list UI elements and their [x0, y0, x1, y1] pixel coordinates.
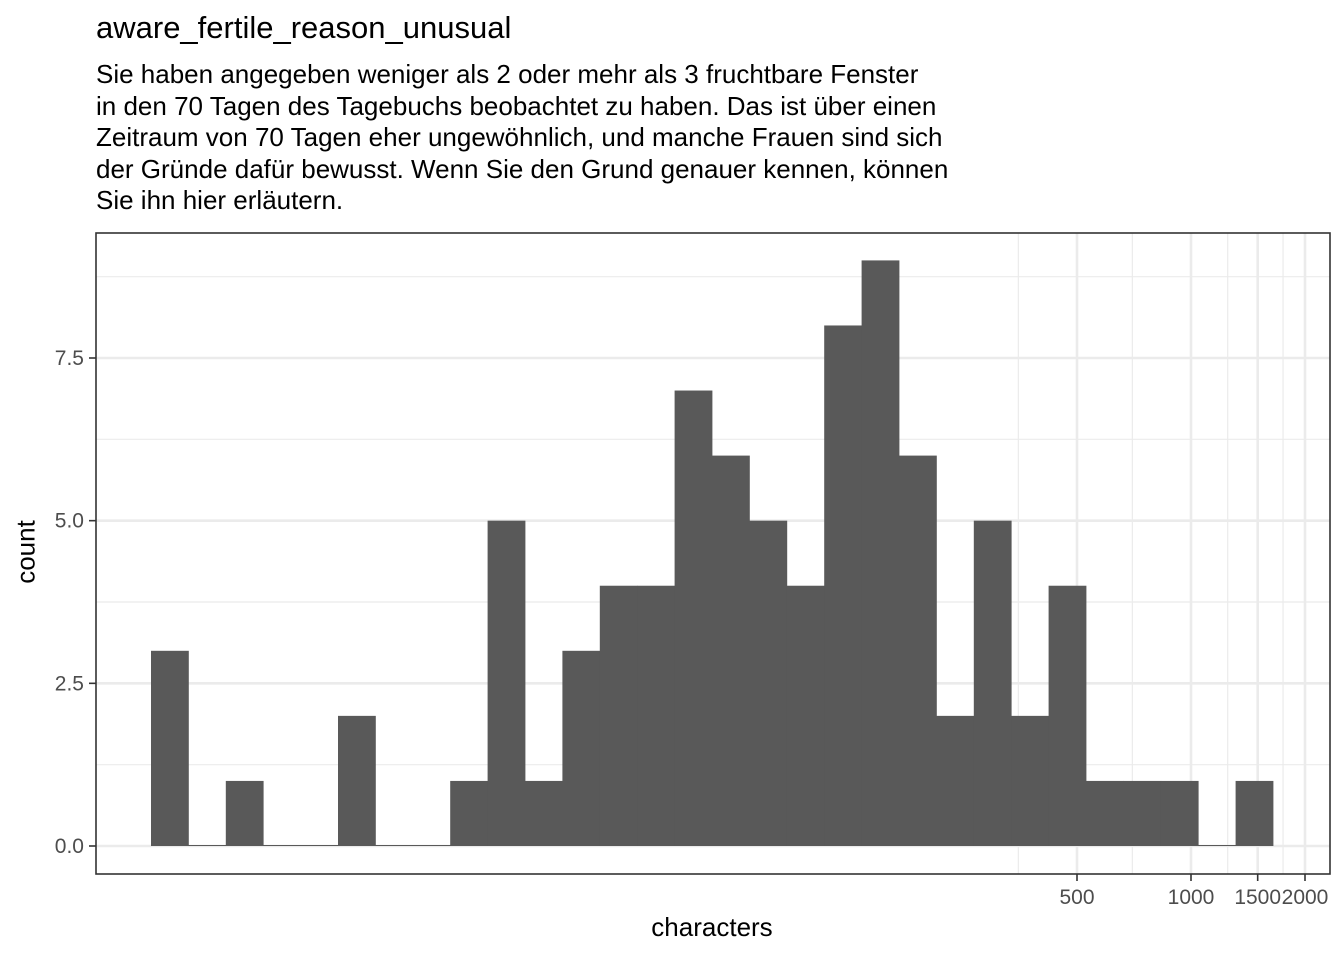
histogram-bar: [412, 845, 451, 846]
histogram-bar: [338, 715, 376, 846]
histogram-bar: [263, 845, 301, 846]
histogram-bar: [861, 260, 900, 846]
subtitle-line: in den 70 Tagen des Tagebuchs beobachtet…: [96, 90, 937, 121]
x-tick-label: 1500: [1234, 886, 1281, 909]
histogram-bar: [562, 650, 601, 846]
histogram-bar: [936, 715, 975, 846]
histogram-bar: [375, 845, 414, 846]
x-tick-label: 500: [1059, 886, 1094, 909]
histogram-bar: [1048, 585, 1087, 846]
histogram-bar: [786, 585, 825, 846]
axis-layer: 0.0 2.5 5.0 7.5 500 1000 1500 2000: [55, 347, 1329, 909]
histogram-bar: [1160, 780, 1199, 846]
histogram-bar: [749, 520, 788, 846]
bar-layer: [151, 260, 1274, 847]
histogram-bar: [712, 455, 750, 846]
histogram-bar: [487, 520, 526, 846]
histogram-bar: [1198, 845, 1236, 846]
y-tick-label: 2.5: [55, 672, 84, 695]
histogram-bar: [674, 390, 713, 846]
subtitle-line: Sie haben angegeben weniger als 2 oder m…: [96, 59, 919, 89]
chart-title: aware_fertile_reason_unusual: [96, 10, 512, 45]
y-tick-label: 7.5: [55, 347, 84, 370]
histogram-bar: [599, 585, 638, 846]
y-tick-label: 5.0: [55, 510, 84, 533]
histogram-bar: [525, 780, 563, 846]
histogram-bar: [225, 780, 264, 846]
subtitle-line: der Gründe dafür bewusst. Wenn Sie den G…: [96, 153, 949, 184]
histogram-bar: [824, 325, 862, 847]
x-tick-label: 2000: [1282, 886, 1329, 909]
histogram-bar: [450, 780, 488, 846]
subtitle-line: Zeitraum von 70 Tagen eher ungewöhnlich,…: [96, 122, 943, 152]
histogram-bar: [973, 520, 1012, 846]
histogram-bar: [1123, 780, 1162, 846]
panel-border: [95, 232, 1331, 875]
histogram-bar: [300, 845, 339, 846]
chart-subtitle: Sie haben angegeben weniger als 2 oder m…: [96, 59, 1196, 217]
histogram-bar: [1011, 715, 1049, 846]
histogram-bar: [1235, 780, 1274, 846]
histogram-bar: [1086, 780, 1124, 846]
histogram-bar: [151, 650, 189, 846]
subtitle-line: Sie ihn hier erläutern.: [96, 185, 344, 215]
x-tick-label: 1000: [1168, 886, 1215, 909]
x-axis-label: characters: [651, 912, 773, 942]
y-axis-label: count: [10, 520, 41, 584]
histogram-bar: [637, 585, 675, 846]
y-tick-label: 0.0: [55, 835, 84, 858]
histogram-bar: [188, 845, 227, 846]
histogram-bar: [899, 455, 937, 846]
